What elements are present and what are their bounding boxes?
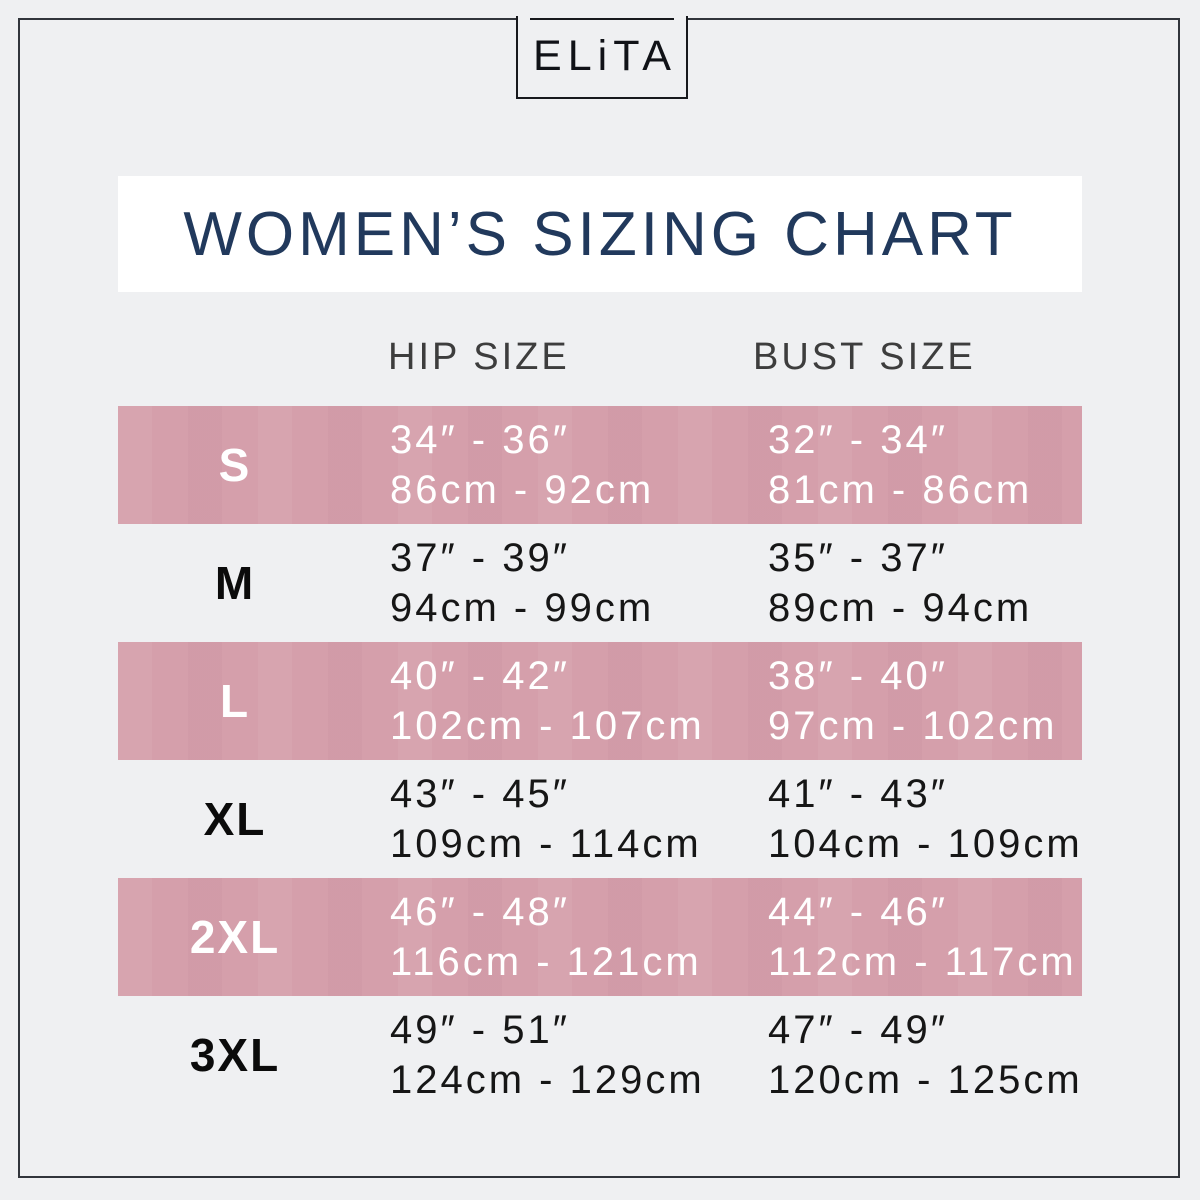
bust-centimeters: 81cm - 86cm <box>768 468 1033 512</box>
hip-inches: 46″ - 48″ <box>390 890 570 934</box>
size-label: L <box>219 675 251 727</box>
brand-logo-box: ELiTA <box>516 16 688 99</box>
title-banner: WOMEN’S SIZING CHART <box>118 176 1082 292</box>
hip-measurement: 49″ - 51″ 124cm - 129cm <box>390 1005 705 1105</box>
table-row-xl: XL 43″ - 45″ 109cm - 114cm 41″ - 43″ 104… <box>118 760 1082 878</box>
bust-centimeters: 104cm - 109cm <box>768 822 1083 866</box>
sizing-table: S 34″ - 36″ 86cm - 92cm 32″ - 34″ 81cm -… <box>118 406 1082 1114</box>
bust-centimeters: 112cm - 117cm <box>768 940 1077 984</box>
hip-measurement: 46″ - 48″ 116cm - 121cm <box>390 887 702 987</box>
size-label: M <box>214 557 256 609</box>
hip-measurement: 40″ - 42″ 102cm - 107cm <box>390 651 705 751</box>
hip-centimeters: 109cm - 114cm <box>390 822 702 866</box>
hip-centimeters: 102cm - 107cm <box>390 704 705 748</box>
bust-centimeters: 120cm - 125cm <box>768 1058 1083 1102</box>
bust-measurement: 38″ - 40″ 97cm - 102cm <box>768 651 1057 751</box>
hip-inches: 43″ - 45″ <box>390 772 570 816</box>
hip-centimeters: 116cm - 121cm <box>390 940 702 984</box>
table-row-2xl: 2XL 46″ - 48″ 116cm - 121cm 44″ - 46″ 11… <box>118 878 1082 996</box>
hip-centimeters: 94cm - 99cm <box>390 586 655 630</box>
bust-inches: 44″ - 46″ <box>768 890 948 934</box>
bust-inches: 47″ - 49″ <box>768 1008 948 1052</box>
bust-measurement: 35″ - 37″ 89cm - 94cm <box>768 533 1032 633</box>
column-header-hip: HIP SIZE <box>388 336 570 378</box>
bust-measurement: 41″ - 43″ 104cm - 109cm <box>768 769 1083 869</box>
hip-inches: 49″ - 51″ <box>390 1008 570 1052</box>
bust-inches: 38″ - 40″ <box>768 654 948 698</box>
page-title: WOMEN’S SIZING CHART <box>183 199 1017 269</box>
hip-centimeters: 86cm - 92cm <box>390 468 655 512</box>
bust-inches: 32″ - 34″ <box>768 418 948 462</box>
logo-top-rule <box>530 18 674 20</box>
bust-measurement: 32″ - 34″ 81cm - 86cm <box>768 415 1032 515</box>
hip-inches: 37″ - 39″ <box>390 536 570 580</box>
bust-inches: 35″ - 37″ <box>768 536 948 580</box>
table-row-s: S 34″ - 36″ 86cm - 92cm 32″ - 34″ 81cm -… <box>118 406 1082 524</box>
hip-centimeters: 124cm - 129cm <box>390 1058 705 1102</box>
size-label: XL <box>203 793 267 845</box>
size-label: 3XL <box>189 1029 281 1081</box>
bust-inches: 41″ - 43″ <box>768 772 948 816</box>
column-header-bust: BUST SIZE <box>753 336 976 378</box>
bust-measurement: 47″ - 49″ 120cm - 125cm <box>768 1005 1083 1105</box>
size-label: S <box>218 439 252 491</box>
table-row-3xl: 3XL 49″ - 51″ 124cm - 129cm 47″ - 49″ 12… <box>118 996 1082 1114</box>
hip-measurement: 37″ - 39″ 94cm - 99cm <box>390 533 654 633</box>
hip-measurement: 34″ - 36″ 86cm - 92cm <box>390 415 654 515</box>
hip-measurement: 43″ - 45″ 109cm - 114cm <box>390 769 702 869</box>
size-label: 2XL <box>189 911 281 963</box>
brand-logo: ELiTA <box>533 32 677 80</box>
table-row-l: L 40″ - 42″ 102cm - 107cm 38″ - 40″ 97cm… <box>118 642 1082 760</box>
bust-centimeters: 97cm - 102cm <box>768 704 1058 748</box>
bust-centimeters: 89cm - 94cm <box>768 586 1033 630</box>
table-row-m: M 37″ - 39″ 94cm - 99cm 35″ - 37″ 89cm -… <box>118 524 1082 642</box>
bust-measurement: 44″ - 46″ 112cm - 117cm <box>768 887 1077 987</box>
hip-inches: 40″ - 42″ <box>390 654 570 698</box>
hip-inches: 34″ - 36″ <box>390 418 570 462</box>
